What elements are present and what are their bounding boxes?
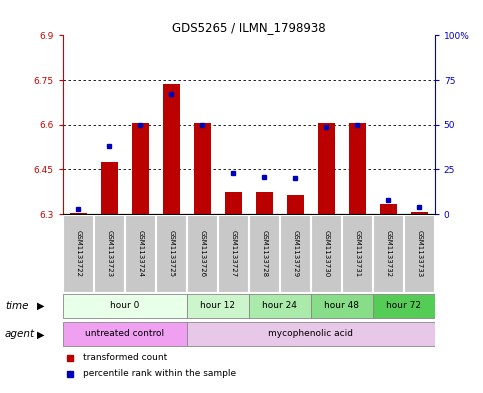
Bar bbox=[404, 215, 434, 292]
Bar bbox=[126, 215, 155, 292]
Bar bbox=[311, 294, 373, 318]
Bar bbox=[163, 84, 180, 214]
Text: hour 12: hour 12 bbox=[200, 301, 235, 310]
Bar bbox=[101, 162, 118, 214]
Bar bbox=[187, 322, 435, 347]
Text: ▶: ▶ bbox=[37, 329, 45, 340]
Bar bbox=[312, 215, 341, 292]
Bar bbox=[373, 294, 435, 318]
Bar bbox=[63, 322, 187, 347]
Text: time: time bbox=[5, 301, 28, 311]
Text: GSM1133727: GSM1133727 bbox=[230, 230, 236, 277]
Bar bbox=[318, 123, 335, 214]
Bar bbox=[156, 215, 186, 292]
Bar bbox=[380, 204, 397, 214]
Text: GSM1133726: GSM1133726 bbox=[199, 230, 205, 277]
Text: agent: agent bbox=[5, 329, 35, 340]
Text: GSM1133731: GSM1133731 bbox=[354, 230, 360, 277]
Text: GSM1133730: GSM1133730 bbox=[323, 230, 329, 277]
Text: hour 48: hour 48 bbox=[324, 301, 359, 310]
Bar bbox=[218, 215, 248, 292]
Text: GSM1133723: GSM1133723 bbox=[106, 230, 112, 277]
Text: mycophenolic acid: mycophenolic acid bbox=[268, 329, 353, 338]
Bar bbox=[70, 213, 87, 214]
Text: hour 0: hour 0 bbox=[110, 301, 140, 310]
Bar bbox=[249, 215, 279, 292]
Text: untreated control: untreated control bbox=[85, 329, 164, 338]
Text: percentile rank within the sample: percentile rank within the sample bbox=[83, 369, 236, 378]
Bar bbox=[194, 123, 211, 214]
Text: transformed count: transformed count bbox=[83, 353, 168, 362]
Bar bbox=[132, 123, 149, 214]
Text: GSM1133732: GSM1133732 bbox=[385, 230, 391, 277]
Bar bbox=[287, 195, 304, 214]
Title: GDS5265 / ILMN_1798938: GDS5265 / ILMN_1798938 bbox=[172, 21, 326, 34]
Bar bbox=[63, 215, 93, 292]
Text: hour 72: hour 72 bbox=[386, 301, 421, 310]
Bar bbox=[411, 212, 428, 214]
Text: GSM1133728: GSM1133728 bbox=[261, 230, 267, 277]
Text: GSM1133733: GSM1133733 bbox=[416, 230, 422, 277]
Bar bbox=[225, 192, 242, 214]
Text: GSM1133722: GSM1133722 bbox=[75, 230, 81, 277]
Bar bbox=[187, 215, 217, 292]
Bar bbox=[187, 294, 249, 318]
Text: GSM1133729: GSM1133729 bbox=[292, 230, 298, 277]
Text: GSM1133724: GSM1133724 bbox=[137, 230, 143, 277]
Bar bbox=[256, 193, 273, 214]
Bar bbox=[280, 215, 310, 292]
Text: GSM1133725: GSM1133725 bbox=[168, 230, 174, 277]
Bar bbox=[349, 123, 366, 214]
Bar bbox=[94, 215, 124, 292]
Bar bbox=[63, 294, 187, 318]
Bar bbox=[342, 215, 372, 292]
Text: hour 24: hour 24 bbox=[262, 301, 297, 310]
Bar bbox=[249, 294, 311, 318]
Bar bbox=[373, 215, 403, 292]
Text: ▶: ▶ bbox=[37, 301, 45, 311]
